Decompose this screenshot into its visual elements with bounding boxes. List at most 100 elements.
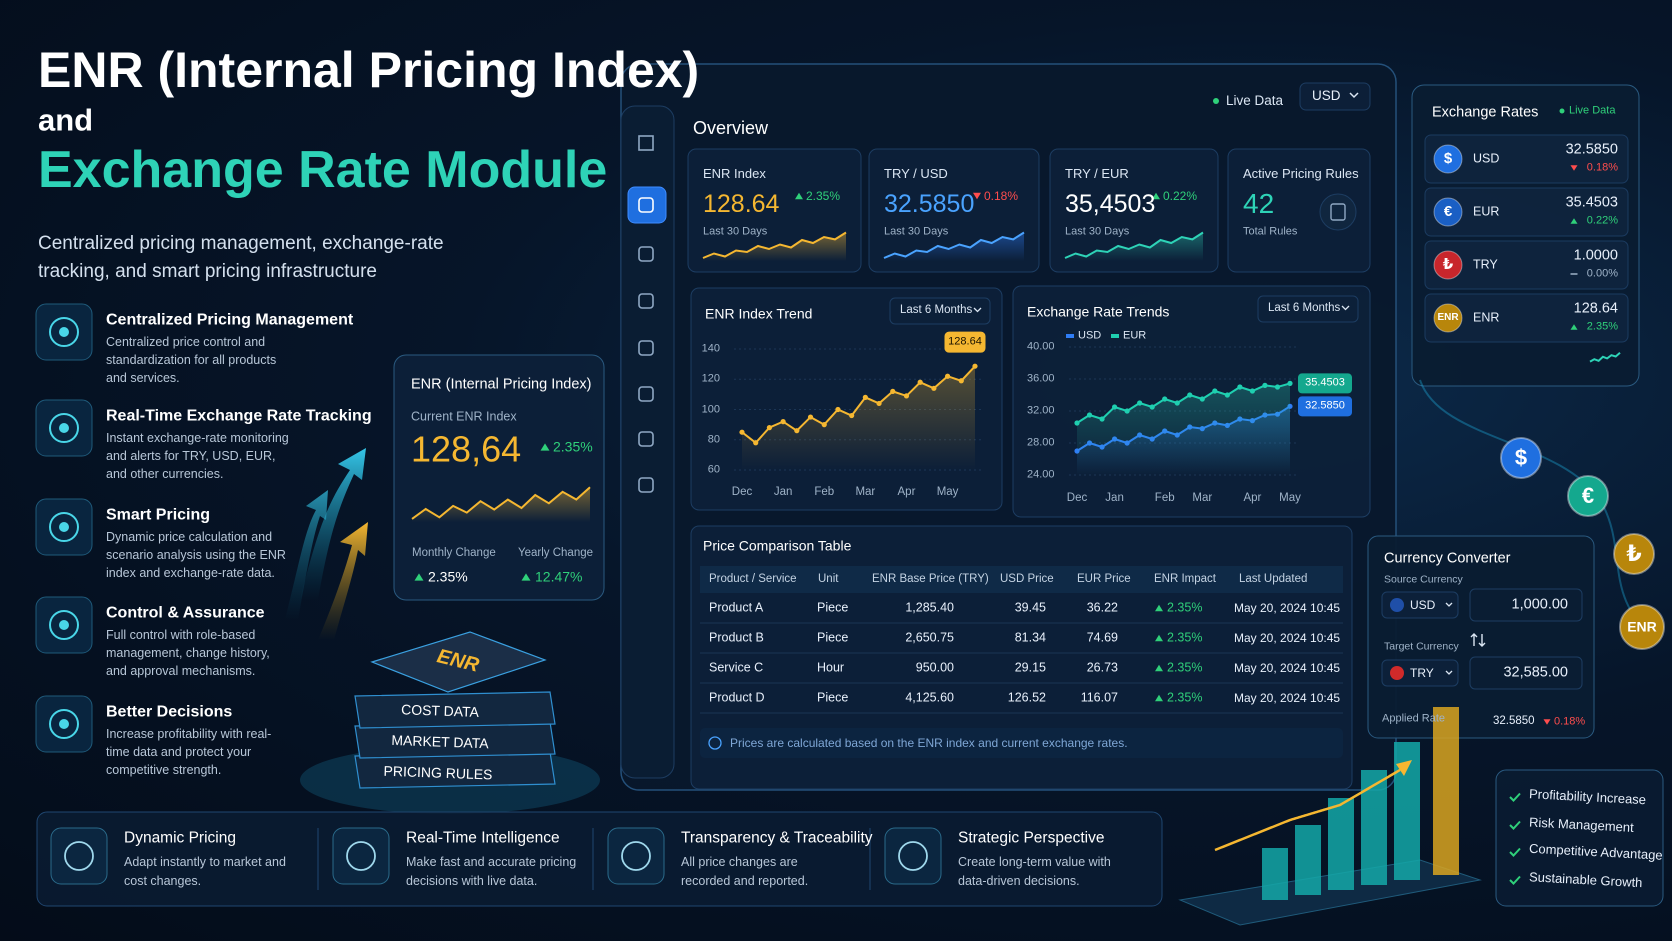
feature-icon — [59, 620, 69, 630]
point — [972, 363, 978, 369]
trend-arrow — [1396, 760, 1412, 776]
period-select — [1257, 295, 1359, 323]
up-arrow — [521, 573, 531, 581]
cell: 36.22 — [1086, 600, 1118, 615]
sidebar — [620, 105, 675, 779]
feature-desc: Instant exchange-rate monitoring and ale… — [106, 431, 289, 481]
legend-entry: EUR — [1123, 329, 1147, 342]
nav-icon[interactable] — [638, 431, 654, 447]
text[interactable]: TRY — [1410, 665, 1434, 680]
rate-value: 128.64 — [1573, 300, 1618, 317]
text[interactable]: Last 6 Months — [1268, 302, 1341, 315]
feature-title: Smart Pricing — [106, 506, 211, 524]
nav-icon[interactable] — [638, 340, 654, 356]
text[interactable]: USD — [1410, 597, 1436, 612]
check-icon — [1509, 820, 1521, 830]
y-tick-label: 100 — [701, 402, 720, 415]
swap-icon — [1470, 633, 1486, 647]
benefits-card — [1495, 769, 1664, 907]
currency-code: EUR — [1473, 204, 1500, 219]
sparkline — [1589, 352, 1621, 363]
up-arrow — [1155, 694, 1163, 702]
nav-icon[interactable] — [638, 135, 654, 151]
cell: Piece — [817, 690, 849, 705]
currency-symbol: ₺ — [1442, 256, 1454, 273]
bar-decor — [1295, 825, 1321, 895]
down-arrow — [1570, 165, 1578, 171]
bottom-title: Strategic Perspective — [958, 829, 1105, 847]
point — [1212, 388, 1218, 394]
card-value: 128,64 — [411, 428, 522, 470]
point — [862, 394, 868, 400]
table-header: ENR Impact — [1154, 573, 1216, 586]
nav-icon[interactable] — [638, 477, 654, 493]
bottom-icon — [64, 841, 94, 871]
up-arrow — [795, 192, 803, 200]
text: 2.35% — [806, 188, 841, 203]
table-title: Price Comparison Table — [703, 537, 852, 554]
nav-icon[interactable] — [638, 293, 654, 309]
text: 2.35% — [553, 438, 593, 455]
x-tick-label: Feb — [814, 486, 835, 499]
trend-arrow — [1214, 768, 1401, 852]
nav-icon[interactable] — [638, 197, 654, 213]
currency-code: USD — [1473, 151, 1500, 166]
chevron — [1341, 305, 1350, 311]
rate-row — [1424, 293, 1629, 343]
table-header: EUR Price — [1077, 573, 1131, 586]
y-tick-label: 120 — [701, 372, 720, 385]
chevron — [1349, 92, 1359, 99]
point — [780, 419, 786, 425]
cell: 126.52 — [1007, 690, 1046, 705]
text[interactable]: USD — [1312, 87, 1341, 103]
text: ENR (Internal Pricing Index) — [38, 42, 700, 98]
feature-desc: Centralized price control and standardiz… — [106, 335, 277, 385]
rate-value: 1.0000 — [1573, 247, 1618, 264]
point — [1086, 412, 1093, 418]
cell: May 20, 2024 10:45 — [1234, 660, 1341, 675]
bottom-icon — [346, 841, 376, 871]
sparkline — [702, 231, 847, 259]
end-label: 128.64 — [948, 335, 982, 348]
nav-icon[interactable] — [638, 246, 654, 262]
point — [739, 429, 745, 435]
point — [876, 400, 882, 407]
cell: Product A — [709, 600, 764, 615]
nav-icon[interactable] — [638, 386, 654, 402]
up-arrow — [540, 443, 550, 451]
down-arrow — [1543, 719, 1551, 725]
point — [931, 385, 937, 391]
up-arrow — [1570, 218, 1578, 224]
text[interactable]: Last 6 Months — [900, 304, 973, 317]
bottom-title: Dynamic Pricing — [124, 829, 236, 847]
kpi-value: 32.5850 — [884, 190, 975, 218]
y-tick-label: 24.00 — [1027, 468, 1055, 481]
text: 0.22% — [1163, 188, 1198, 203]
up-arrow — [1570, 324, 1578, 330]
check-icon — [1509, 847, 1521, 857]
point — [1249, 388, 1256, 394]
point — [1074, 420, 1080, 426]
cell: May 20, 2024 10:45 — [1234, 600, 1341, 615]
x-tick-label: Jan — [773, 486, 793, 499]
text: Exchange Rate Module — [38, 140, 608, 199]
point — [821, 422, 827, 428]
legend-swatch — [1066, 334, 1074, 338]
live-dot — [1559, 108, 1565, 114]
cell: 74.69 — [1086, 630, 1118, 645]
y-tick-label: 140 — [701, 342, 720, 355]
feature-icon — [49, 610, 79, 640]
x-tick-label: Apr — [1243, 492, 1262, 505]
x-tick-label: Apr — [897, 486, 916, 499]
cell: 950.00 — [915, 660, 954, 675]
point — [849, 412, 855, 419]
point — [890, 388, 896, 394]
y-tick-label: 80 — [707, 433, 720, 446]
text: Target Currency — [1384, 640, 1459, 653]
live-dot — [1213, 98, 1219, 104]
feature-icon — [49, 413, 79, 443]
panel-title: Exchange Rates — [1432, 104, 1539, 121]
bar-decor — [1328, 798, 1354, 890]
kpi-value: 128.64 — [703, 190, 780, 218]
cell: 2.35% — [1167, 630, 1203, 645]
